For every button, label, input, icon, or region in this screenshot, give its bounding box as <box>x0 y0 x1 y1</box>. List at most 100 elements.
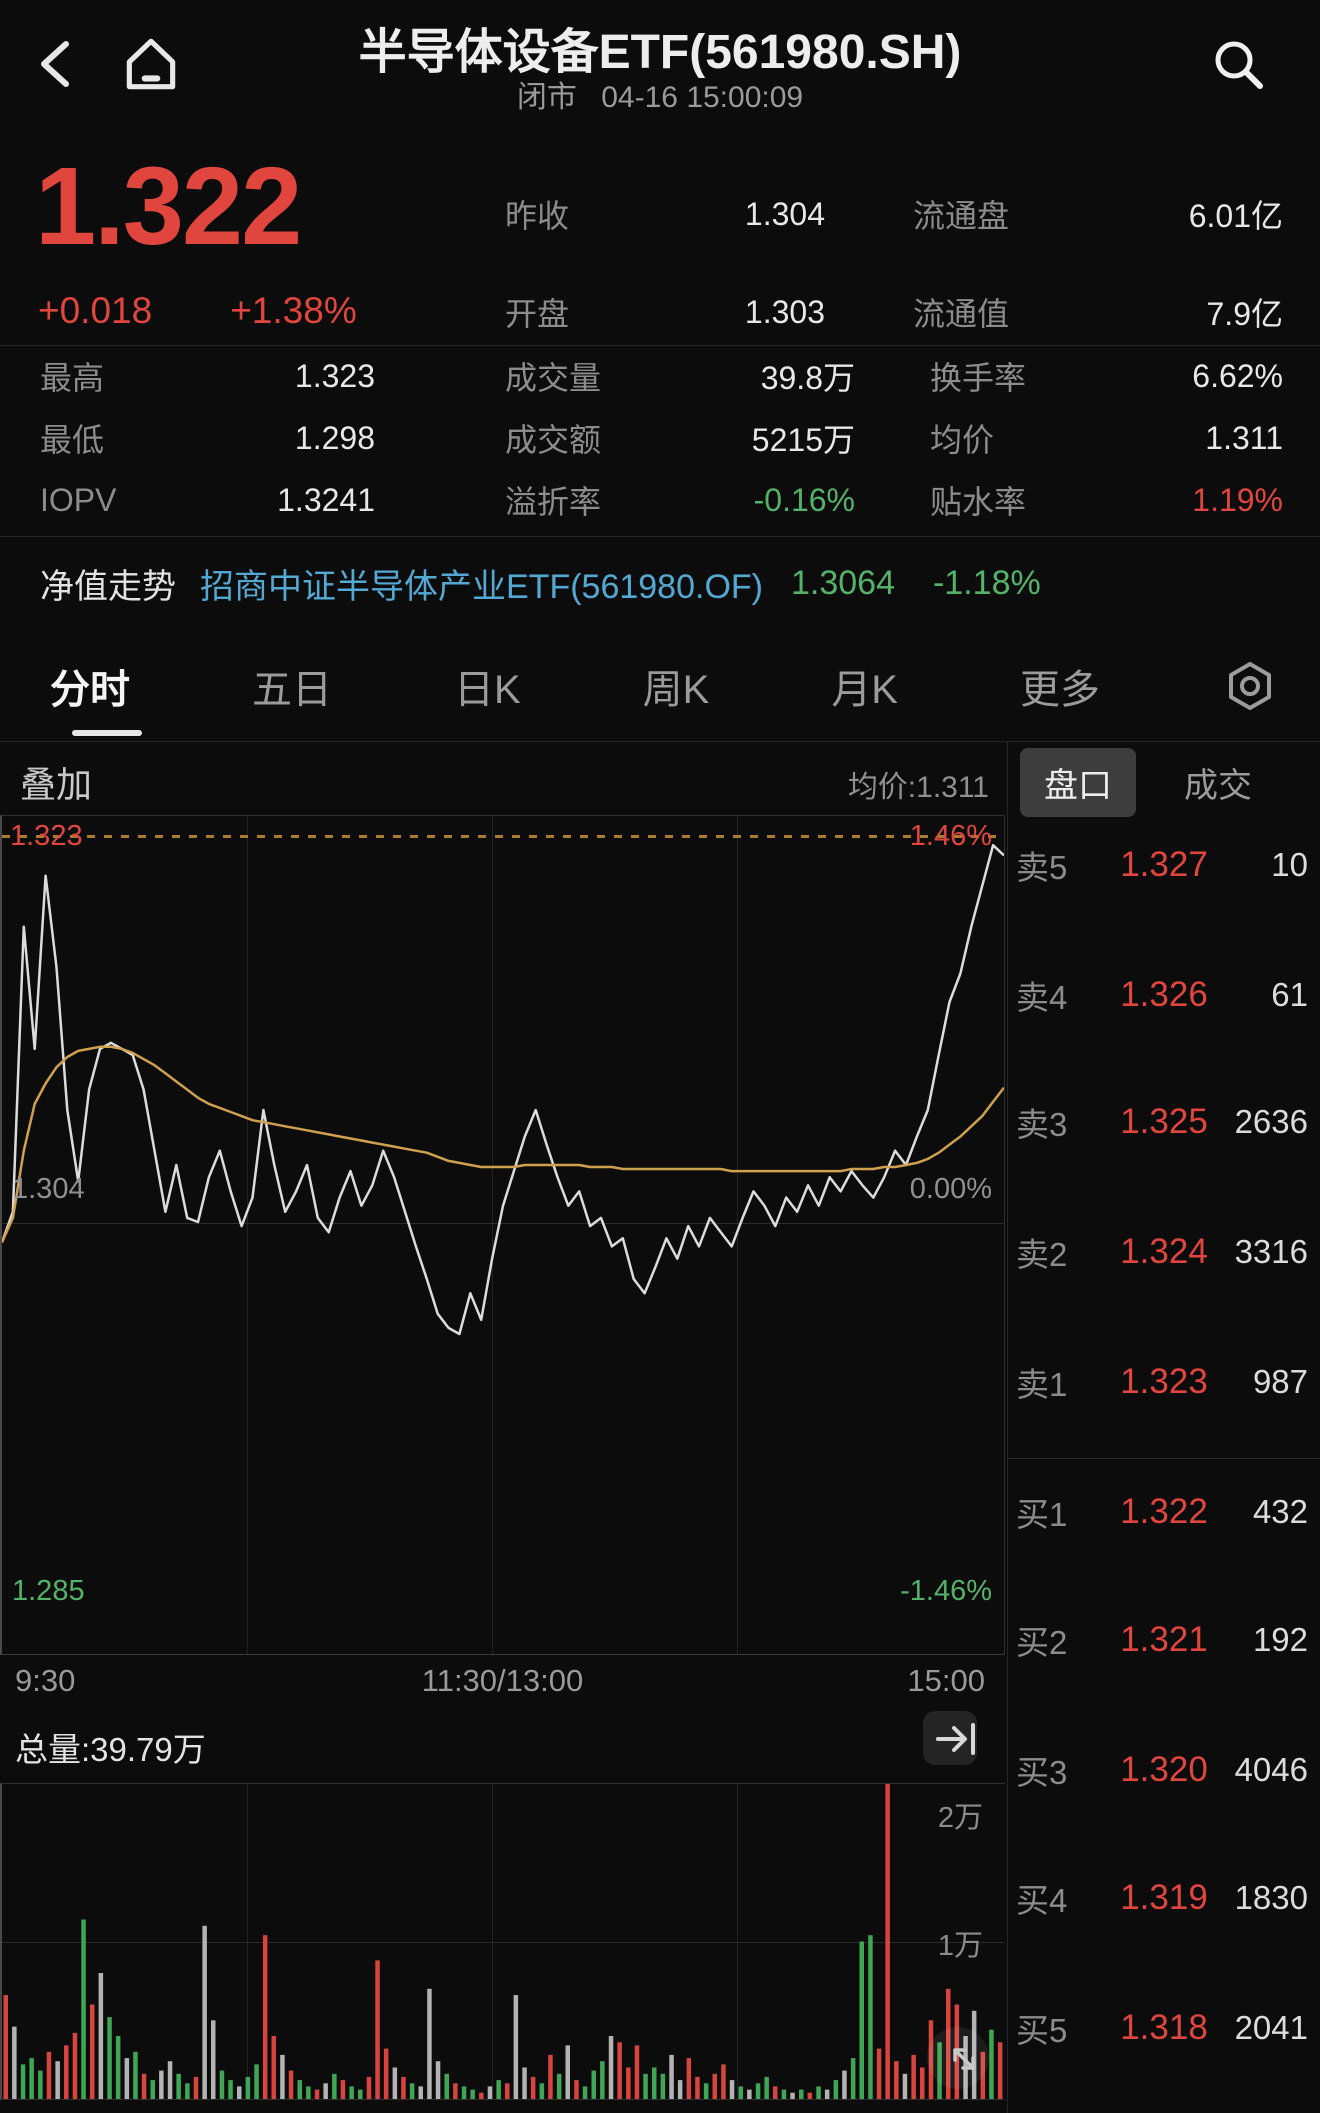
tab-monthly-k[interactable]: 月K <box>831 657 898 715</box>
tab-trades[interactable]: 成交 <box>1160 748 1276 817</box>
ask-volume: 10 <box>1271 846 1308 883</box>
divider <box>0 345 1320 346</box>
chart-header: 叠加 均价:1.311 <box>0 742 1007 815</box>
nav-change: -1.18% <box>932 563 1041 602</box>
stat-value: 1.298 <box>294 419 375 456</box>
price-change: +0.018 <box>38 290 153 331</box>
ask-price: 1.327 <box>1120 845 1208 884</box>
volume-axis-2wan: 2万 <box>937 1802 983 1834</box>
axis-price-high: 1.323 <box>10 820 83 852</box>
level-label: 卖5 <box>1016 849 1068 886</box>
level-label: 买2 <box>1016 1624 1068 1661</box>
gear-icon <box>1222 661 1278 717</box>
divider <box>0 536 1320 537</box>
gridline <box>737 816 738 1654</box>
level-label: 卖2 <box>1016 1236 1068 1273</box>
level-label: 买1 <box>1016 1496 1068 1533</box>
axis-pct-low: -1.46% <box>900 1575 992 1607</box>
ask-row-4[interactable]: 卖4 1.326 61 <box>1008 973 1320 1017</box>
avg-price-label: 均价:1.311 <box>847 771 989 804</box>
stat-label: 开盘 <box>505 296 570 332</box>
stat-label: 最低 <box>40 422 105 458</box>
quote-stats-row: 昨收 1.304 流通盘 6.01亿 <box>0 192 1320 236</box>
stat-value: 5215万 <box>751 422 855 458</box>
ask-row-2[interactable]: 卖2 1.324 3316 <box>1008 1230 1320 1274</box>
stat-label: 贴水率 <box>930 484 1027 520</box>
level-label: 卖3 <box>1016 1106 1068 1143</box>
intraday-chart[interactable]: 1.323 1.46% 1.304 0.00% 1.285 -1.46% <box>0 815 1005 1655</box>
stat-label: 最高 <box>40 360 105 396</box>
time-tick-open: 9:30 <box>15 1663 76 1698</box>
app-header: 半导体设备ETF(561980.SH) 闭市 04-16 15:00:09 <box>0 0 1320 118</box>
search-icon <box>1208 41 1268 97</box>
stat-value: 1.311 <box>1205 419 1283 456</box>
ask-volume: 2636 <box>1234 1103 1308 1140</box>
bid-price: 1.321 <box>1120 1620 1208 1659</box>
stat-label: IOPV <box>40 481 117 518</box>
volume-chart[interactable]: 2万 1万 <box>0 1783 1005 2100</box>
stat-value: 6.01亿 <box>1188 198 1283 234</box>
jump-to-latest-button[interactable] <box>923 1711 977 1765</box>
search-button[interactable] <box>1208 34 1268 94</box>
back-button[interactable] <box>32 38 80 90</box>
stat-value: 1.3241 <box>277 481 375 518</box>
gridline <box>247 816 248 1654</box>
tab-more[interactable]: 更多 <box>1020 657 1100 715</box>
home-button[interactable] <box>118 32 184 98</box>
price-change-percent: +1.38% <box>230 290 357 331</box>
last-price: 1.322 <box>35 145 302 268</box>
stat-value: 39.8万 <box>760 360 855 396</box>
bid-row-1[interactable]: 买1 1.322 432 <box>1008 1490 1320 1534</box>
bid-volume: 192 <box>1252 1621 1308 1658</box>
tab-order-book[interactable]: 盘口 <box>1020 748 1136 817</box>
ask-price: 1.326 <box>1120 975 1208 1014</box>
bid-volume: 4046 <box>1234 1751 1308 1788</box>
stats-row: 最高 1.323 成交量 39.8万 换手率 6.62% <box>0 353 1320 399</box>
market-status: 闭市 <box>516 81 577 114</box>
page-title: 半导体设备ETF(561980.SH) <box>358 26 962 79</box>
level-label: 买4 <box>1016 1882 1068 1919</box>
active-tab-underline <box>72 730 142 736</box>
gridline-1wan <box>2 1942 1005 1943</box>
gridline <box>492 1784 493 2099</box>
fund-link[interactable]: 招商中证半导体产业ETF(561980.OF) <box>200 559 763 608</box>
stat-label: 均价 <box>930 422 995 458</box>
tab-weekly-k[interactable]: 周K <box>643 657 710 715</box>
tab-5day[interactable]: 五日 <box>252 657 332 715</box>
gridline <box>492 816 493 1654</box>
stat-label: 成交量 <box>505 360 602 396</box>
bid-row-5[interactable]: 买5 1.318 2041 <box>1008 2006 1320 2050</box>
axis-price-low: 1.285 <box>12 1575 85 1607</box>
stat-value: -0.16% <box>753 481 855 518</box>
period-tabs: 分时 五日 日K 周K 月K 更多 <box>0 630 1320 742</box>
expand-chart-button[interactable] <box>927 2027 989 2089</box>
time-tick-midday: 11:30/13:00 <box>421 1663 584 1698</box>
stat-value: 1.323 <box>294 357 375 394</box>
chart-settings-button[interactable] <box>1222 658 1278 714</box>
time-axis: 9:30 11:30/13:00 15:00 <box>0 1655 1005 1701</box>
expand-arrows-icon <box>933 2048 995 2093</box>
level-label: 买5 <box>1016 2012 1068 2049</box>
tab-daily-k[interactable]: 日K <box>454 657 521 715</box>
tab-minute[interactable]: 分时 <box>50 657 130 715</box>
ask-row-5[interactable]: 卖5 1.327 10 <box>1008 843 1320 887</box>
ask-row-1[interactable]: 卖1 1.323 987 <box>1008 1360 1320 1404</box>
quote-summary: 1.322 +0.018 +1.38% 昨收 1.304 流通盘 6.01亿 开… <box>0 118 1320 346</box>
volume-axis-1wan: 1万 <box>937 1930 983 1962</box>
stats-row: 最低 1.298 成交额 5215万 均价 1.311 <box>0 415 1320 461</box>
level-label: 卖1 <box>1016 1366 1068 1403</box>
axis-pct-high: 1.46% <box>909 820 992 852</box>
axis-pct-mid: 0.00% <box>909 1173 992 1205</box>
stat-value: 1.304 <box>744 195 825 232</box>
bid-row-2[interactable]: 买2 1.321 192 <box>1008 1618 1320 1662</box>
stats-grid: 最高 1.323 成交量 39.8万 换手率 6.62% 最低 1.298 成交… <box>0 347 1320 535</box>
bid-row-4[interactable]: 买4 1.319 1830 <box>1008 1876 1320 1920</box>
bid-volume: 432 <box>1252 1493 1308 1530</box>
bid-row-3[interactable]: 买3 1.320 4046 <box>1008 1748 1320 1792</box>
ask-row-3[interactable]: 卖3 1.325 2636 <box>1008 1100 1320 1144</box>
stat-label: 换手率 <box>930 360 1027 396</box>
stat-label: 昨收 <box>505 198 570 234</box>
quote-timestamp: 04-16 15:00:09 <box>601 81 804 114</box>
overlay-button[interactable]: 叠加 <box>20 756 92 808</box>
